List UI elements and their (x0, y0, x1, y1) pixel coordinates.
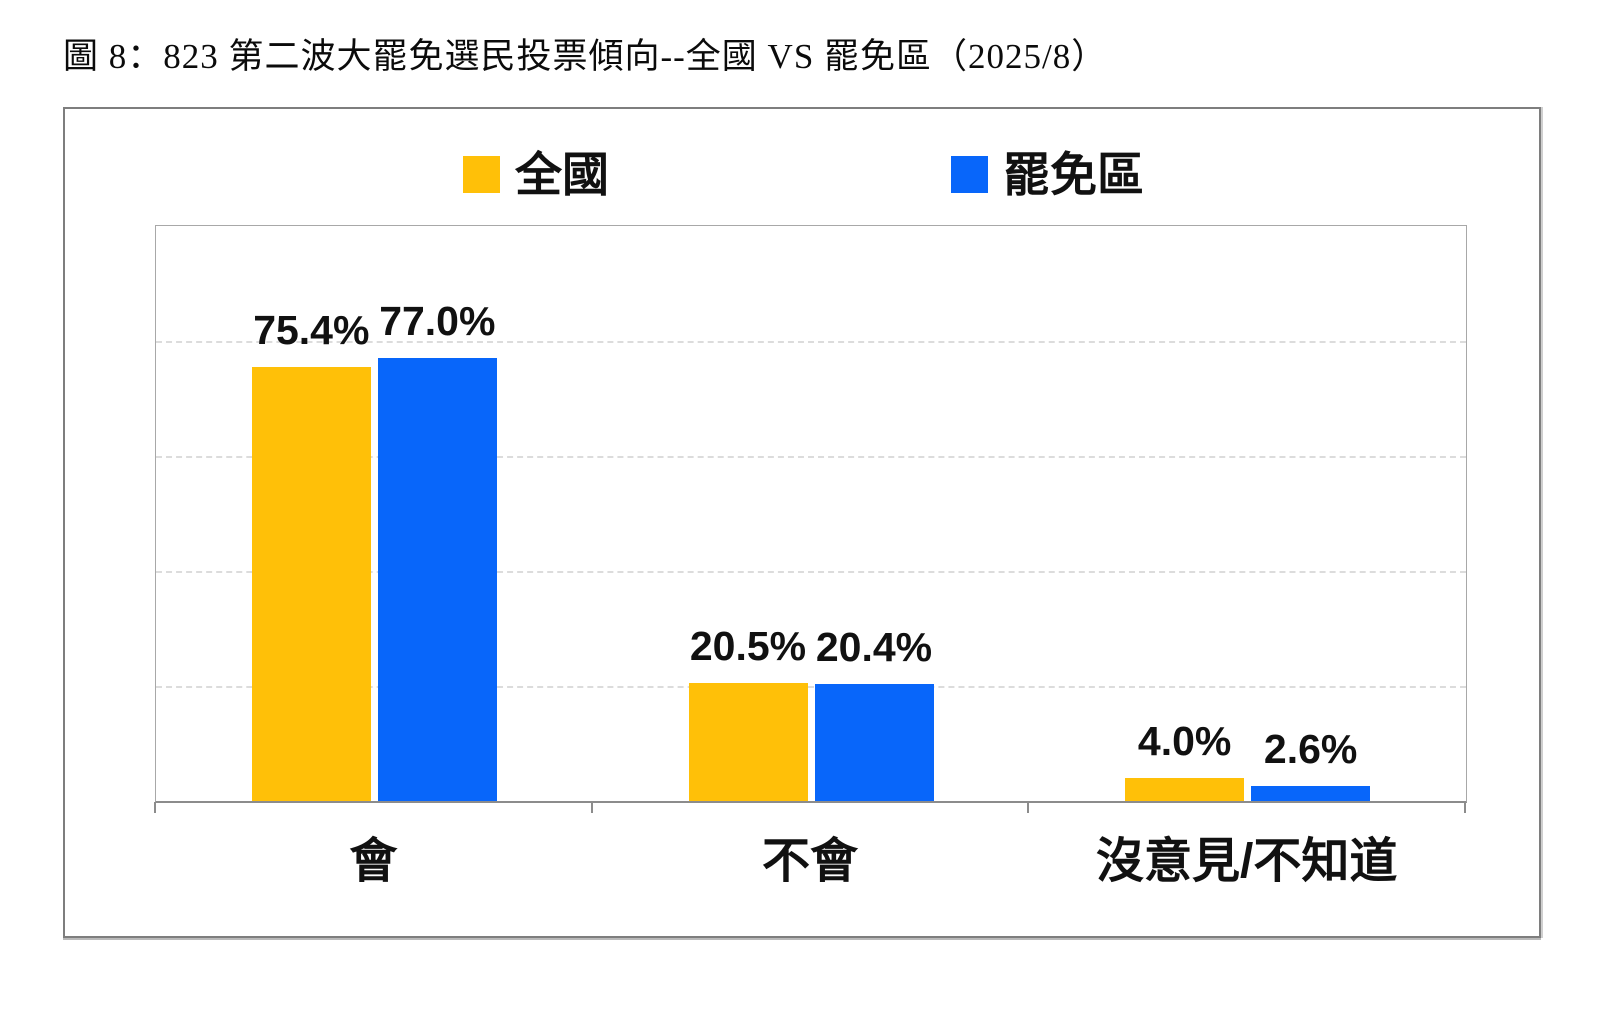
legend-swatch-national (463, 156, 500, 193)
chart-frame: 全國 罷免區 75.4% 77.0% 20.5% 20.4% 4.0% 2.6% 會 不會 沒… (63, 107, 1541, 938)
axis-tick-0 (154, 802, 156, 813)
bar-national-1 (688, 683, 808, 801)
bar-national-2 (1125, 778, 1245, 801)
legend-item-national: 全國 (463, 151, 609, 198)
bar-value-label-national-1: 20.5% (689, 623, 807, 670)
plot-area: 75.4% 77.0% 20.5% 20.4% 4.0% 2.6% (155, 225, 1467, 803)
gridline-60pct (156, 456, 1466, 458)
bar-value-label-recall-1: 20.4% (815, 623, 933, 670)
bar-recall-2 (1251, 786, 1371, 801)
category-label-0: 會 (349, 835, 398, 888)
bar-value-label-national-0: 75.4% (253, 307, 370, 354)
bar-value-label-recall-0: 77.0% (379, 298, 496, 345)
bar-value-label-national-2: 4.0% (1137, 718, 1232, 764)
gridline-20pct (156, 686, 1466, 688)
axis-tick-1 (590, 802, 593, 813)
category-label-1: 不會 (761, 835, 858, 888)
bar-recall-0 (377, 358, 497, 801)
legend-swatch-recall (951, 156, 988, 193)
legend-label-recall: 罷免區 (1003, 148, 1144, 201)
gridline-40pct (156, 571, 1466, 573)
chart-title: 圖 8：823 第二波大罷免選民投票傾向--全國 VS 罷免區（2025/8） (63, 37, 1108, 76)
bar-national-0 (251, 367, 371, 801)
legend-label-national: 全國 (515, 148, 609, 201)
gridline-80pct (156, 341, 1466, 343)
legend-item-recall: 罷免區 (951, 151, 1144, 198)
axis-tick-3 (1464, 802, 1466, 813)
bar-recall-1 (814, 683, 934, 801)
axis-tick-2 (1027, 802, 1030, 813)
category-label-2: 沒意見/不知道 (1095, 835, 1398, 888)
bar-value-label-recall-2: 2.6% (1263, 726, 1358, 773)
